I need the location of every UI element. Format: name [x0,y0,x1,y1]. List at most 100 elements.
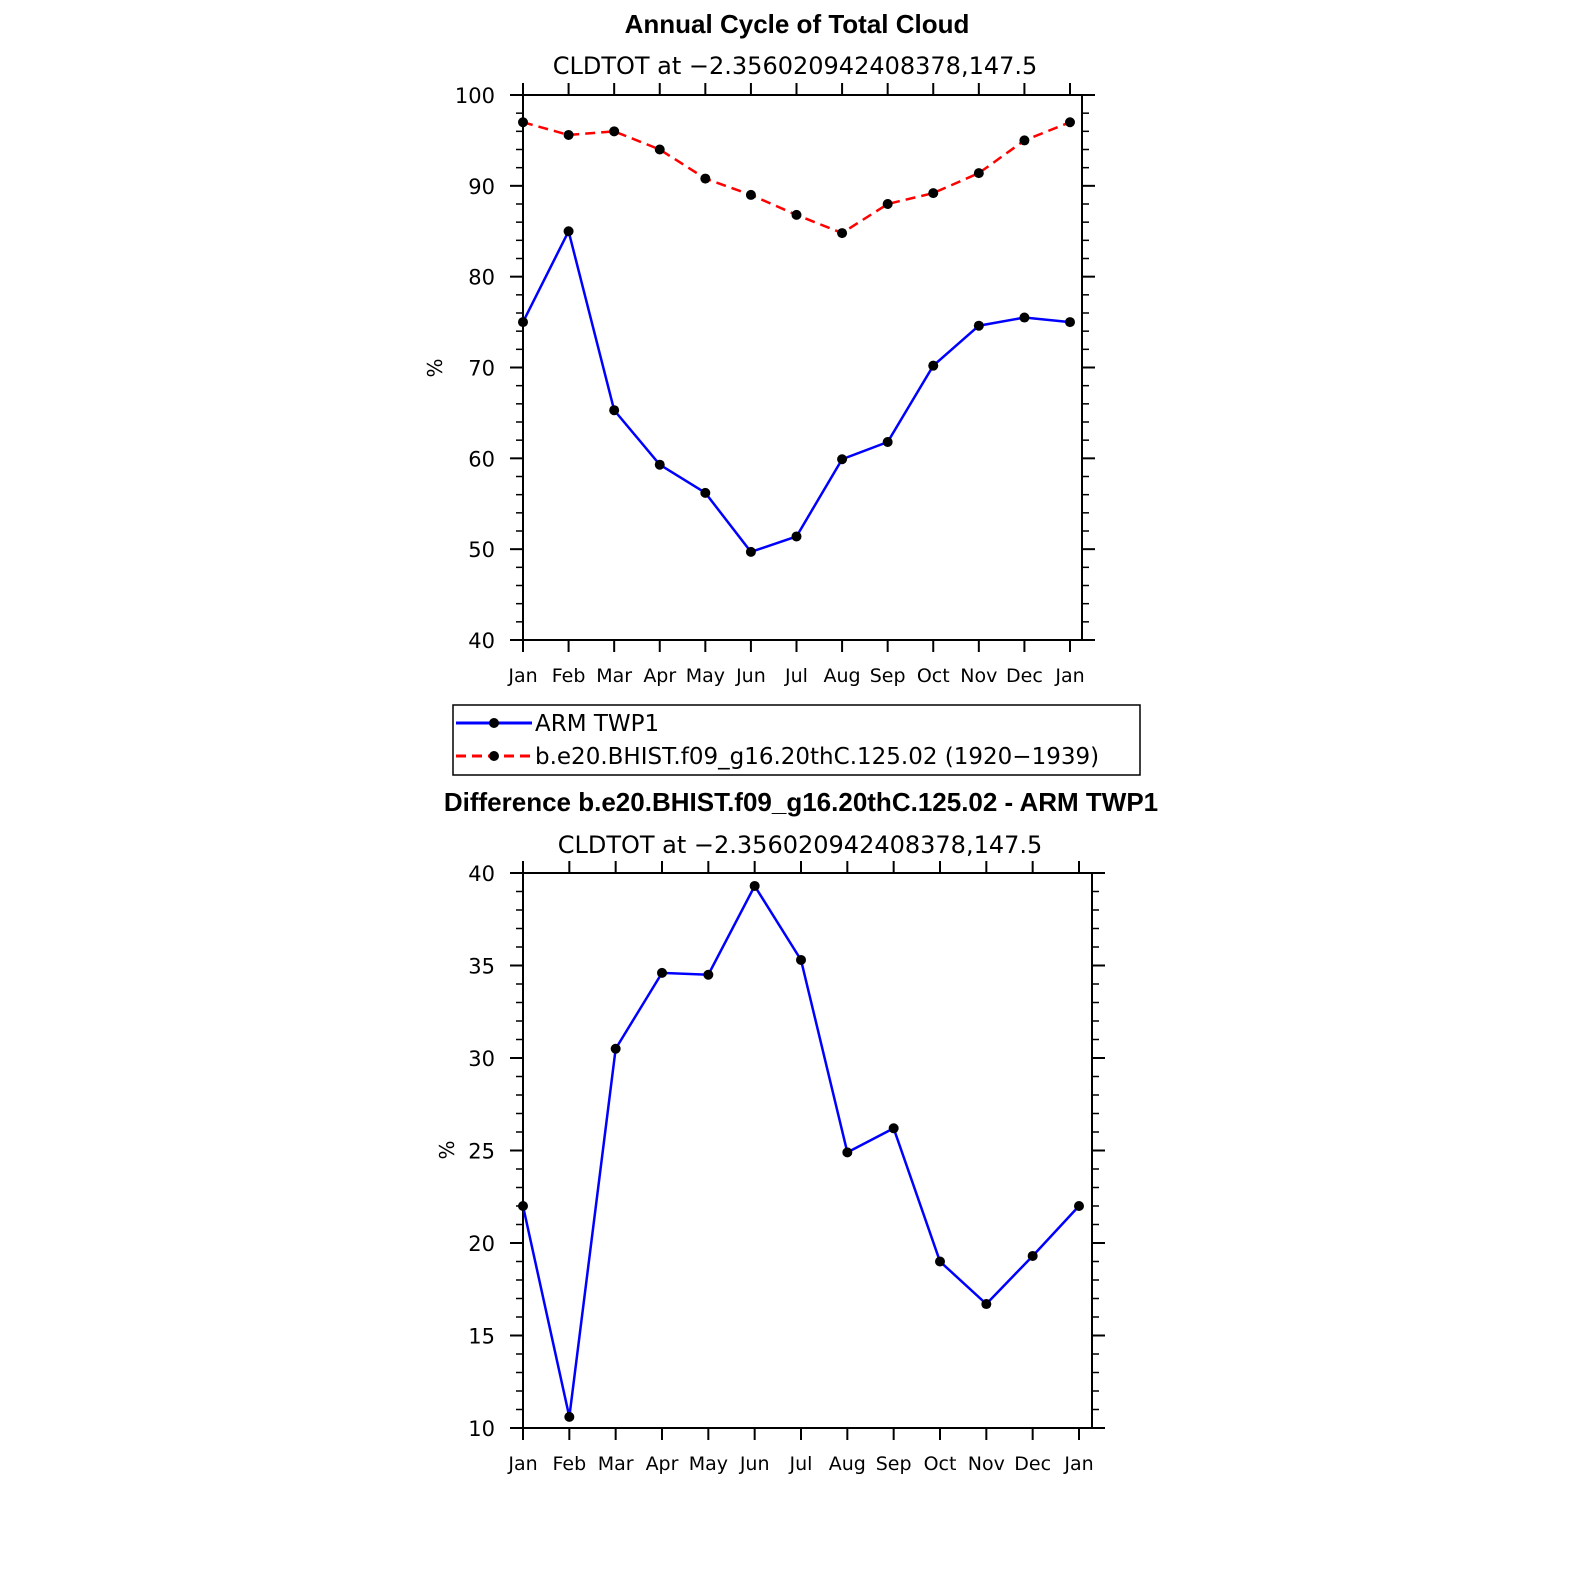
x-tick-label: May [689,1453,728,1475]
legend: ARM TWP1 b.e20.BHIST.f09_g16.20thC.125.0… [452,704,1141,776]
data-point [610,1043,621,1054]
annual-cycle-chart: Annual Cycle of Total Cloud CLDTOT at −2… [423,9,1095,687]
data-point [654,459,665,470]
y-tick-label: 60 [468,447,495,471]
data-point [1065,117,1075,128]
data-point [518,1201,528,1211]
data-point [837,454,848,465]
plot-frame [522,94,1083,641]
chart-title: Difference b.e20.BHIST.f09_g16.20thC.125… [444,787,1158,817]
data-point [882,199,893,209]
x-tick-label: May [686,665,725,687]
x-tick-label: Nov [960,665,997,687]
data-point [796,954,806,965]
y-tick-label: 20 [468,1232,495,1256]
y-axis-label: % [423,358,447,377]
plot-area: 10 15 20 25 30 35 40 Jan Feb Mar Apr May Jun Jul Aug Se… [468,861,1105,1475]
x-tick-label: Jun [739,1453,770,1475]
data-point [654,144,665,155]
data-point [928,360,939,371]
data-point [1074,1201,1084,1211]
data-point [745,546,756,557]
data-point [973,168,984,179]
y-tick-label: 40 [468,629,495,653]
x-tick-label: Nov [968,1453,1005,1475]
data-point [749,880,760,891]
x-tick-label: Jul [789,1453,813,1475]
chart-title: Annual Cycle of Total Cloud [625,9,970,39]
x-tick-label: Mar [596,665,632,687]
data-point [745,189,756,200]
legend-entry-model: b.e20.BHIST.f09_g16.20thC.125.02 (1920−1… [535,744,1099,770]
series-line [521,883,1080,1418]
x-tick-label: Aug [829,1453,866,1475]
y-tick-label: 10 [468,1417,495,1441]
y-tick-label: 35 [468,955,495,979]
legend-entry-arm: ARM TWP1 [535,711,659,737]
data-point [518,117,528,128]
plot-frame [522,872,1093,1429]
chart-subtitle: CLDTOT at −2.356020942408378,147.5 [558,831,1043,859]
legend-marker-arm [489,718,499,728]
x-tick-label: Jul [784,665,808,687]
data-point [981,1299,992,1310]
y-tick-label: 40 [468,862,495,886]
data-point [657,967,667,978]
data-point [791,209,802,220]
y-tick-label: 80 [468,266,495,290]
x-tick-label: Dec [1014,1453,1051,1475]
legend-box [452,704,1141,776]
data-point [1027,1250,1038,1261]
data-point [928,188,939,199]
data-point [609,126,620,137]
x-tick-label: Dec [1006,665,1043,687]
x-tick-label: Jan [507,665,537,687]
chart-subtitle: CLDTOT at −2.356020942408378,147.5 [553,52,1038,80]
y-tick-label: 30 [468,1047,495,1071]
x-tick-label: Jan [1054,665,1084,687]
x-tick-label: Feb [552,665,586,687]
series-line [521,227,1071,554]
x-tick-label: Jun [735,665,766,687]
x-tick-label: Aug [824,665,861,687]
y-tick-label: 15 [468,1325,495,1349]
data-point [973,320,984,331]
data-point [609,405,620,416]
data-point [935,1256,945,1267]
x-tick-label: Apr [643,665,676,687]
data-point [563,226,574,237]
y-axis-label: % [435,1140,459,1159]
x-tick-label: Oct [924,1453,957,1475]
x-tick-label: Apr [646,1453,679,1475]
y-tick-label: 25 [468,1140,495,1164]
x-tick-label: Oct [917,665,950,687]
plot-area: 40 50 60 70 80 90 100 Jan Feb Mar Apr May Jun Jul Aug S… [455,83,1095,687]
data-point [703,969,714,980]
data-point [842,1147,853,1158]
y-tick-label: 100 [455,84,495,108]
data-point [564,1411,575,1422]
data-point [837,228,848,239]
data-point [1019,312,1030,323]
data-point [700,173,711,184]
data-point [518,317,528,328]
x-tick-label: Jan [1063,1453,1093,1475]
x-tick-label: Jan [507,1453,537,1475]
x-tick-label: Sep [870,665,906,687]
y-tick-label: 50 [468,538,495,562]
data-point [791,531,802,542]
data-point [1065,317,1075,328]
x-tick-label: Mar [598,1453,634,1475]
x-tick-label: Feb [553,1453,587,1475]
data-point [700,487,711,498]
difference-chart: Difference b.e20.BHIST.f09_g16.20thC.125… [435,787,1158,1475]
data-point [882,436,893,447]
data-point [563,129,574,140]
legend-marker-model [489,751,499,761]
x-tick-label: Sep [876,1453,912,1475]
data-point [888,1123,899,1134]
y-tick-label: 90 [468,175,495,199]
data-point [1019,135,1030,146]
y-tick-label: 70 [468,357,495,381]
